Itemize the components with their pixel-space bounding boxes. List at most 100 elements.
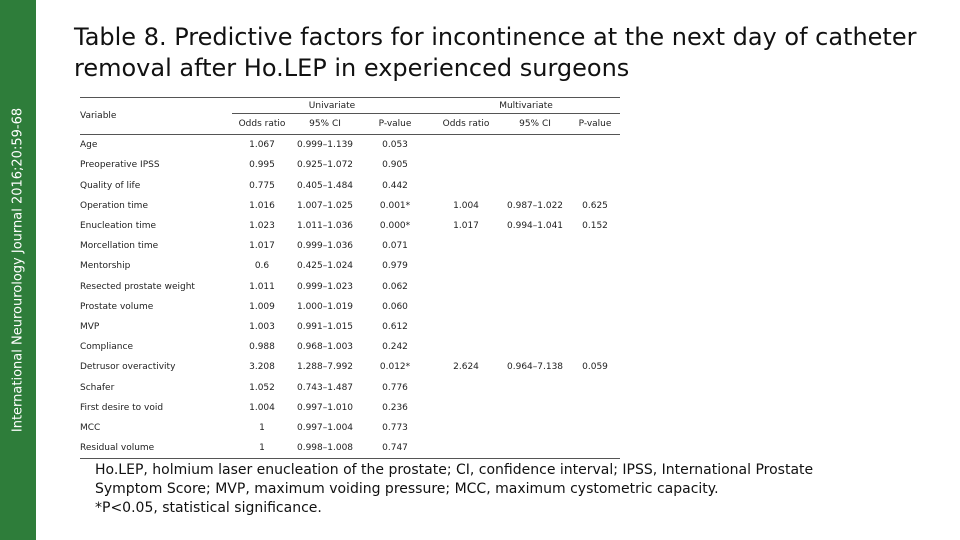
column-header: P-value <box>378 119 412 130</box>
cell: 0.998–1.008 <box>296 443 354 454</box>
empty-cell <box>432 297 500 317</box>
cell: 0.988 <box>249 342 275 353</box>
cell: 0.987–1.022 <box>507 200 564 211</box>
row-label: Detrusor overactivity <box>80 362 176 373</box>
cell: 0.994–1.041 <box>507 221 564 232</box>
empty-cell <box>570 398 620 418</box>
table-row: Resected prostate weight 1.011 0.999–1.023… <box>80 277 620 297</box>
table-row: Detrusor overactivity 3.208 1.288–7.992 0.0… <box>80 357 620 377</box>
cell: 0.773 <box>382 422 408 433</box>
row-label: Residual volume <box>80 443 155 454</box>
table-row: Morcellation time 1.017 0.999–1.036 0.071 <box>80 236 620 256</box>
column-header: Odds ratio <box>442 119 490 130</box>
empty-cell <box>570 176 620 196</box>
cell: 1 <box>259 422 265 433</box>
cell: 1.004 <box>249 402 275 413</box>
empty-cell <box>432 236 500 256</box>
column-header: 95% CI <box>309 119 341 130</box>
group-header: Multivariate <box>432 97 621 114</box>
cell: 0.053 <box>382 140 408 151</box>
empty-cell <box>432 135 500 156</box>
cell: 1.023 <box>249 221 275 232</box>
cell: 0.062 <box>382 281 408 292</box>
cell: 1.004 <box>453 200 479 211</box>
cell: 1.000–1.019 <box>296 301 354 312</box>
cell: 0.964–7.138 <box>507 362 564 373</box>
empty-cell <box>570 297 620 317</box>
table-row: Enucleation time 1.023 1.011–1.036 0.000* 1.… <box>80 216 620 236</box>
cell: 0.925–1.072 <box>296 160 354 171</box>
cell: 0.999–1.036 <box>296 241 354 252</box>
footnote-line: Ho.LEP, holmium laser enucleation of the… <box>95 462 814 478</box>
empty-cell <box>500 317 570 337</box>
cell: 3.208 <box>249 362 275 373</box>
cell: 0.425–1.024 <box>296 261 354 272</box>
cell: 1 <box>259 443 265 454</box>
empty-cell <box>570 277 620 297</box>
cell: 0.625 <box>582 200 608 211</box>
cell: 0.905 <box>382 160 408 171</box>
empty-cell <box>570 377 620 397</box>
empty-cell <box>570 236 620 256</box>
empty-cell <box>432 155 500 175</box>
column-header: 95% CI <box>519 119 551 130</box>
group-header: Univariate <box>232 97 433 114</box>
empty-cell <box>500 337 570 357</box>
cell: 0.775 <box>249 180 275 191</box>
cell: 0.236 <box>382 402 408 413</box>
cell: 0.000* <box>379 221 411 232</box>
table-row: Residual volume 1 0.998–1.008 0.747 <box>80 438 621 459</box>
cell: 1.017 <box>453 221 479 232</box>
empty-cell <box>570 256 620 276</box>
table-row: Preoperative IPSS 0.995 0.925–1.072 0.905 <box>80 155 620 175</box>
sidebar: International Neurourology Journal 2016;… <box>0 0 36 540</box>
cell: 0.060 <box>382 301 408 312</box>
row-label: Quality of life <box>80 180 141 191</box>
empty-cell <box>432 176 500 196</box>
cell: 0.059 <box>582 362 608 373</box>
empty-cell <box>500 277 570 297</box>
cell: 0.997–1.010 <box>296 402 354 413</box>
table-row: Quality of life 0.775 0.405–1.484 0.442 <box>80 176 620 196</box>
cell: 1.067 <box>249 140 275 151</box>
cell: 0.999–1.023 <box>296 281 354 292</box>
cell: 2.624 <box>453 362 479 373</box>
cell: 0.747 <box>382 443 408 454</box>
row-label: Preoperative IPSS <box>80 160 160 171</box>
data-table: Variable Univariate Multivariate Odds ra… <box>80 97 621 459</box>
variable-header: Variable <box>80 111 117 122</box>
empty-cell <box>432 337 500 357</box>
table-row: Schafer 1.052 0.743–1.487 0.776 <box>80 377 620 397</box>
empty-cell <box>432 256 500 276</box>
column-header: P-value <box>578 119 612 130</box>
row-label: MCC <box>80 422 101 433</box>
empty-cell <box>570 155 620 175</box>
empty-cell <box>500 155 570 175</box>
cell: 0.776 <box>382 382 408 393</box>
row-label: Mentorship <box>80 261 131 272</box>
journal-citation: International Neurourology Journal 2016;… <box>10 107 26 433</box>
row-label: Resected prostate weight <box>80 281 195 292</box>
subheader-row: Odds ratio 95% CI P-value Odds ratio 95% CI P… <box>80 114 621 135</box>
cell: 0.999–1.139 <box>296 140 354 151</box>
empty-cell <box>432 277 500 297</box>
empty-cell <box>500 398 570 418</box>
footnote-line: Symptom Score; MVP, maximum voiding pres… <box>95 481 719 497</box>
cell: 1.052 <box>249 382 275 393</box>
empty-cell <box>570 337 620 357</box>
empty-cell <box>432 438 500 459</box>
empty-cell <box>432 377 500 397</box>
row-label: MVP <box>80 321 100 332</box>
cell: 0.442 <box>382 180 408 191</box>
empty-cell <box>570 438 620 459</box>
cell: 1.011 <box>249 281 275 292</box>
slide-title: Table 8. Predictive factors for incontin… <box>74 23 917 82</box>
cell: 0.242 <box>382 342 408 353</box>
empty-cell <box>500 236 570 256</box>
table-row: First desire to void 1.004 0.997–1.010 0.23… <box>80 398 620 418</box>
empty-cell <box>500 176 570 196</box>
cell: 0.995 <box>249 160 275 171</box>
row-label: Enucleation time <box>80 221 157 232</box>
row-label: Compliance <box>80 342 133 353</box>
